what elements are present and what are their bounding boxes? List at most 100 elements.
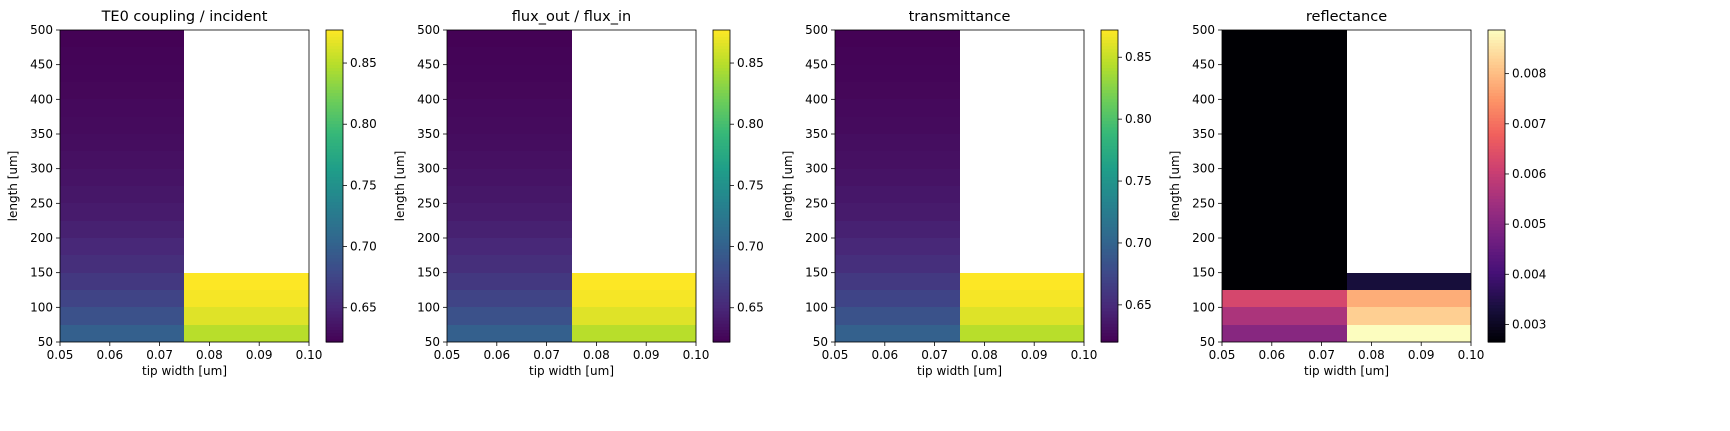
colorbar-segment — [1101, 117, 1118, 122]
colorbar-segment — [326, 67, 343, 72]
colorbar-segment — [713, 310, 730, 315]
colorbar-segment — [713, 270, 730, 274]
colorbar-tick-label: 0.65 — [737, 301, 764, 315]
heatmap-cell — [184, 325, 309, 342]
heatmap-cell — [835, 151, 960, 169]
heatmap-cell — [1347, 325, 1471, 342]
colorbar-segment — [713, 83, 730, 87]
plot-frame — [1221, 29, 1472, 343]
y-tick-label: 100 — [1192, 300, 1215, 314]
colorbar-segment — [1101, 151, 1118, 156]
colorbar-segment — [713, 207, 730, 212]
colorbar-segment — [1101, 204, 1118, 209]
colorbar-segment — [326, 101, 343, 106]
heatmap-cell — [1347, 273, 1471, 290]
colorbar-segment — [1488, 123, 1505, 128]
y-tick-label: 250 — [805, 196, 828, 210]
colorbar-segment — [1101, 198, 1118, 203]
heatmap-cell — [572, 290, 696, 307]
y-tick-label: 500 — [417, 23, 440, 37]
colorbar-segment — [1488, 338, 1505, 343]
heatmap-cell — [60, 273, 184, 290]
colorbar-segment — [1488, 51, 1505, 56]
heatmap-cell — [1222, 290, 1347, 307]
x-tick-label: 0.08 — [196, 348, 223, 362]
colorbar-segment — [326, 242, 343, 246]
colorbar-segment — [1488, 129, 1505, 134]
colorbar-segment — [326, 220, 343, 225]
heatmap-cell — [184, 273, 309, 290]
colorbar-segment — [326, 92, 343, 97]
y-tick-label: 300 — [805, 162, 828, 176]
colorbar-segment — [1101, 295, 1118, 299]
colorbar-segment — [713, 254, 730, 259]
heatmap-cell — [60, 134, 184, 151]
x-tick-label: 0.06 — [483, 348, 510, 362]
colorbar-segment — [326, 86, 343, 90]
heatmap-cell — [447, 47, 572, 65]
colorbar-segment — [1488, 182, 1505, 187]
colorbar-segment — [1101, 195, 1118, 200]
colorbar-segment — [713, 139, 730, 143]
heatmap-cell — [447, 255, 572, 273]
colorbar-segment — [713, 201, 730, 206]
colorbar-tick-label: 0.70 — [350, 240, 377, 254]
heatmap-cell — [60, 47, 184, 65]
heatmap-cell — [60, 325, 184, 342]
y-tick-label: 150 — [805, 266, 828, 280]
colorbar-segment — [326, 114, 343, 118]
colorbar-segment — [1488, 73, 1505, 78]
colorbar-segment — [1488, 251, 1505, 256]
colorbar-segment — [713, 33, 730, 37]
colorbar-segment — [713, 54, 730, 59]
colorbar-segment — [1101, 251, 1118, 256]
colorbar-segment — [713, 51, 730, 56]
heatmap-cell — [60, 117, 184, 134]
colorbar-segment — [326, 320, 343, 324]
heatmap-panel-1: 0.05 0.06 0.07 0.08 0.09 0.10 50 100 150 200 250 30… — [6, 9, 377, 378]
heatmap-cell — [835, 238, 960, 255]
y-tick-label: 100 — [417, 300, 440, 314]
colorbar-segment — [713, 279, 730, 284]
colorbar-segment — [1101, 220, 1118, 225]
colorbar-segment — [713, 276, 730, 281]
colorbar-segment — [713, 248, 730, 253]
colorbar-segment — [1488, 210, 1505, 215]
heatmap-cell — [447, 169, 572, 186]
colorbar-segment — [1101, 201, 1118, 206]
colorbar-segment — [713, 260, 730, 265]
x-axis-label: tip width [um] — [529, 364, 614, 378]
colorbar-segment — [1488, 148, 1505, 153]
y-tick-label: 100 — [805, 300, 828, 314]
heatmap-cell — [572, 307, 696, 325]
y-tick-label: 250 — [417, 196, 440, 210]
heatmap-cell — [447, 307, 572, 325]
colorbar-segment — [1101, 145, 1118, 150]
colorbar-segment — [1101, 335, 1118, 340]
colorbar-segment — [1488, 301, 1505, 306]
colorbar-segment — [326, 139, 343, 143]
heatmap-cell — [447, 151, 572, 169]
colorbar-segment — [1101, 170, 1118, 175]
x-tick-label: 0.10 — [1458, 348, 1485, 362]
colorbar-segment — [1488, 245, 1505, 249]
colorbar-segment — [1488, 104, 1505, 109]
colorbar-segment — [1101, 45, 1118, 50]
colorbar-segment — [1101, 161, 1118, 165]
colorbar-segment — [1488, 229, 1505, 234]
colorbar-segment — [1488, 142, 1505, 147]
colorbar-segment — [1488, 295, 1505, 299]
colorbar-segment — [713, 301, 730, 306]
colorbar-segment — [1101, 248, 1118, 253]
colorbar-segment — [1488, 335, 1505, 340]
colorbar-segment — [326, 61, 343, 65]
colorbar-segment — [1101, 48, 1118, 53]
colorbar-segment — [326, 267, 343, 271]
colorbar-segment — [1101, 70, 1118, 75]
colorbar-segment — [326, 264, 343, 268]
colorbar-segment — [1488, 242, 1505, 246]
colorbar-segment — [1488, 101, 1505, 106]
colorbar-segment — [1101, 79, 1118, 84]
colorbar-segment — [326, 288, 343, 293]
heatmap-cells — [1222, 30, 1471, 342]
